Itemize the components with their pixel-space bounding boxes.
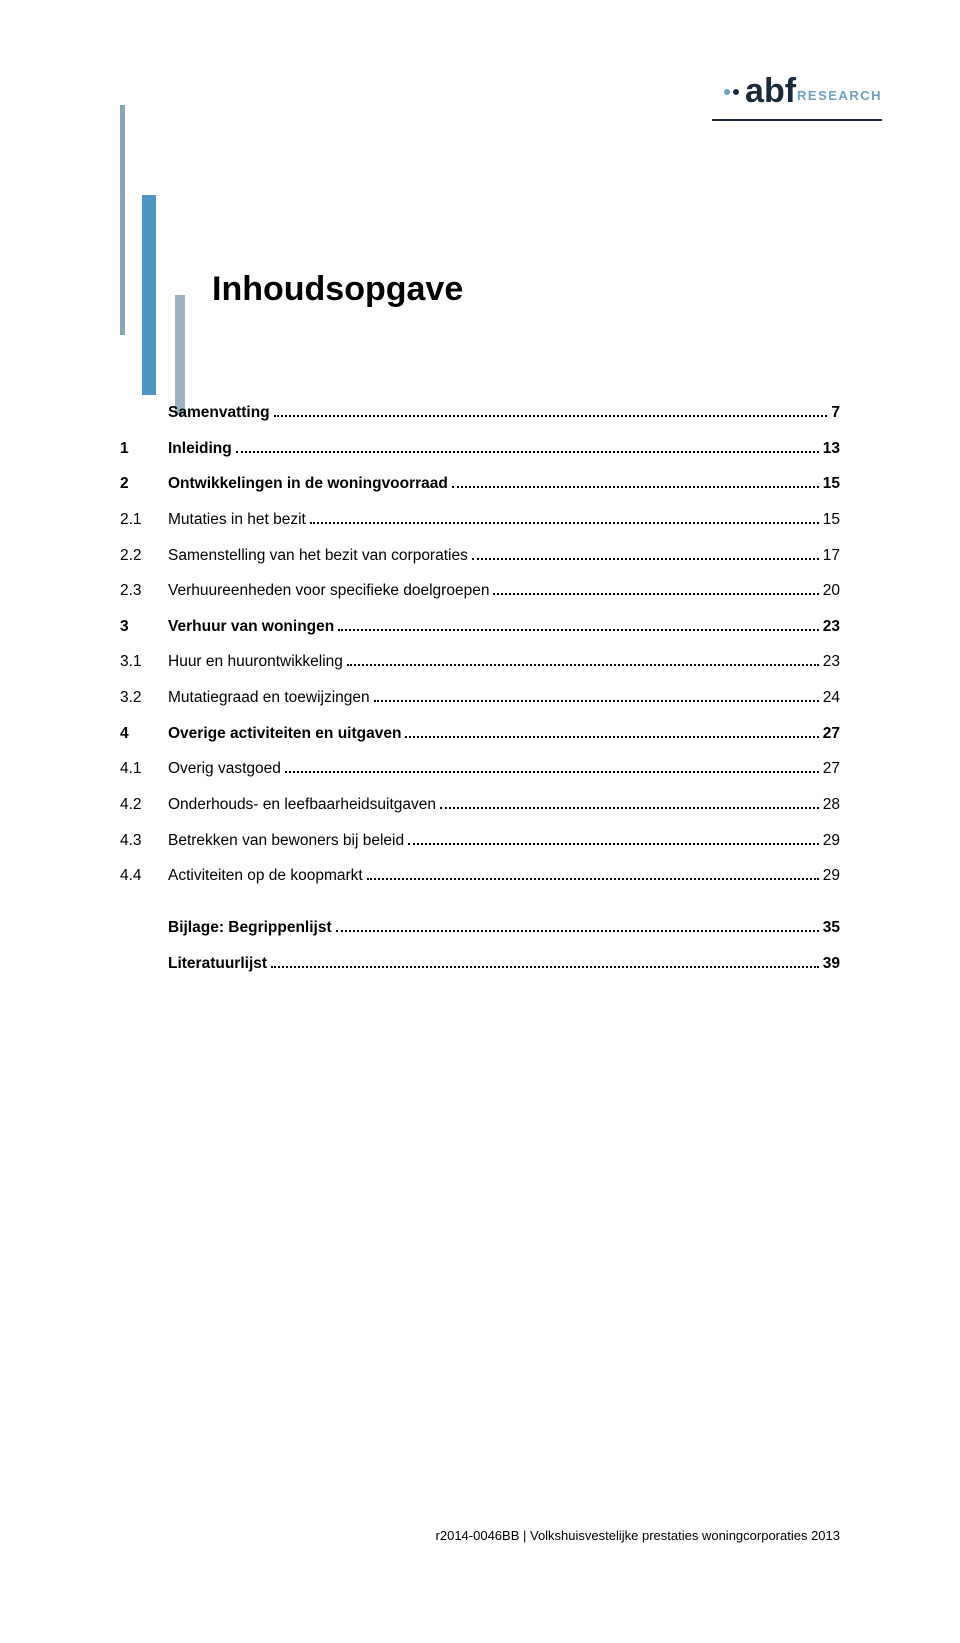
logo-dot-1 [724,89,730,95]
toc-page-number: 23 [823,609,840,645]
toc-dot-leader [310,512,819,524]
toc-dot-leader [336,920,819,932]
toc-page-number: 13 [823,431,840,467]
toc-row-sub: 4.1Overig vastgoed 27 [120,751,840,787]
toc-number: 4.4 [120,858,168,894]
page: abf RESEARCH Inhoudsopgave Samenvatting 7… [0,0,960,1643]
footer-doc-id: r2014-0046BB [436,1528,520,1543]
toc-row-top: Bijlage: Begrippenlijst 35 [120,910,840,946]
toc-dot-leader [374,690,819,702]
toc-row-sub: 2.1Mutaties in het bezit 15 [120,502,840,538]
toc-row-top: Literatuurlijst 39 [120,946,840,982]
toc-number: 4.3 [120,823,168,859]
table-of-contents: Samenvatting71Inleiding132Ontwikkelingen… [120,395,840,981]
ornament-bar-1 [120,105,125,335]
toc-row-sub: 2.3Verhuureenheden voor specifieke doelg… [120,573,840,609]
toc-label: Inleiding [168,431,232,467]
toc-label: Ontwikkelingen in de woningvoorraad [168,466,448,502]
brand-logo: abf RESEARCH [712,72,882,121]
toc-dot-leader [493,583,818,595]
logo-sub-text: RESEARCH [797,88,882,103]
toc-label: Literatuurlijst [168,946,267,982]
logo-dot-2 [733,89,739,95]
toc-page-number: 29 [823,823,840,859]
toc-page-number: 15 [823,502,840,538]
toc-label: Activiteiten op de koopmarkt [168,858,363,894]
toc-number: 4.1 [120,751,168,787]
toc-page-number: 15 [823,466,840,502]
toc-page-number: 28 [823,787,840,823]
toc-row-sub: 4.3Betrekken van bewoners bij beleid 29 [120,823,840,859]
toc-label: Mutaties in het bezit [168,502,306,538]
toc-label: Mutatiegraad en toewijzingen [168,680,370,716]
toc-label: Verhuur van woningen [168,609,334,645]
toc-number: 3 [120,609,168,645]
toc-page-number: 27 [823,751,840,787]
toc-row-sub: 4.4Activiteiten op de koopmarkt 29 [120,858,840,894]
toc-row-sub: 3.2Mutatiegraad en toewijzingen 24 [120,680,840,716]
toc-row-sub: 2.2Samenstelling van het bezit van corpo… [120,538,840,574]
toc-label: Overige activiteiten en uitgaven [168,716,401,752]
toc-dot-leader [472,547,819,559]
toc-number: 2.3 [120,573,168,609]
toc-label: Samenvatting [168,395,270,431]
ornament-bar-2 [142,195,156,395]
toc-page-number: 17 [823,538,840,574]
toc-row-top: Samenvatting 7 [120,395,840,431]
toc-row-sub: 4.2Onderhouds- en leefbaarheidsuitgaven 2… [120,787,840,823]
toc-dot-leader [452,476,819,488]
toc-dot-leader [440,797,819,809]
toc-page-number: 27 [823,716,840,752]
toc-label: Huur en huurontwikkeling [168,644,343,680]
logo-dots [724,89,739,95]
toc-page-number: 7 [831,395,840,431]
footer: r2014-0046BB | Volkshuisvestelijke prest… [436,1528,840,1543]
toc-dot-leader [408,832,819,844]
toc-dot-leader [405,725,818,737]
toc-row-top: 4Overige activiteiten en uitgaven 27 [120,716,840,752]
toc-spacer [120,894,840,910]
toc-page-number: 29 [823,858,840,894]
logo-word: abf RESEARCH [745,72,882,111]
toc-label: Bijlage: Begrippenlijst [168,910,332,946]
footer-doc-title: Volkshuisvestelijke prestaties woningcor… [530,1528,840,1543]
toc-dot-leader [285,761,819,773]
toc-dot-leader [274,405,828,417]
toc-number: 3.2 [120,680,168,716]
toc-number: 2.1 [120,502,168,538]
toc-dot-leader [236,440,819,452]
toc-page-number: 39 [823,946,840,982]
ornament-bars [120,105,240,355]
toc-label: Onderhouds- en leefbaarheidsuitgaven [168,787,436,823]
toc-page-number: 23 [823,644,840,680]
toc-number: 3.1 [120,644,168,680]
toc-page-number: 20 [823,573,840,609]
toc-page-number: 35 [823,910,840,946]
toc-label: Betrekken van bewoners bij beleid [168,823,404,859]
toc-dot-leader [367,868,819,880]
logo-brand-text: abf [745,72,796,111]
toc-row-top: 3Verhuur van woningen 23 [120,609,840,645]
page-title: Inhoudsopgave [212,270,463,309]
toc-page-number: 24 [823,680,840,716]
toc-number: 2 [120,466,168,502]
toc-number: 4.2 [120,787,168,823]
toc-dot-leader [271,955,819,967]
toc-row-top: 2Ontwikkelingen in de woningvoorraad 15 [120,466,840,502]
toc-row-sub: 3.1Huur en huurontwikkeling 23 [120,644,840,680]
toc-label: Overig vastgoed [168,751,281,787]
footer-separator: | [519,1528,530,1543]
toc-number: 4 [120,716,168,752]
toc-dot-leader [347,654,819,666]
toc-label: Samenstelling van het bezit van corporat… [168,538,468,574]
toc-number: 2.2 [120,538,168,574]
toc-label: Verhuureenheden voor specifieke doelgroe… [168,573,489,609]
toc-row-top: 1Inleiding 13 [120,431,840,467]
logo-baseline [712,119,882,121]
toc-dot-leader [338,618,819,630]
toc-number: 1 [120,431,168,467]
